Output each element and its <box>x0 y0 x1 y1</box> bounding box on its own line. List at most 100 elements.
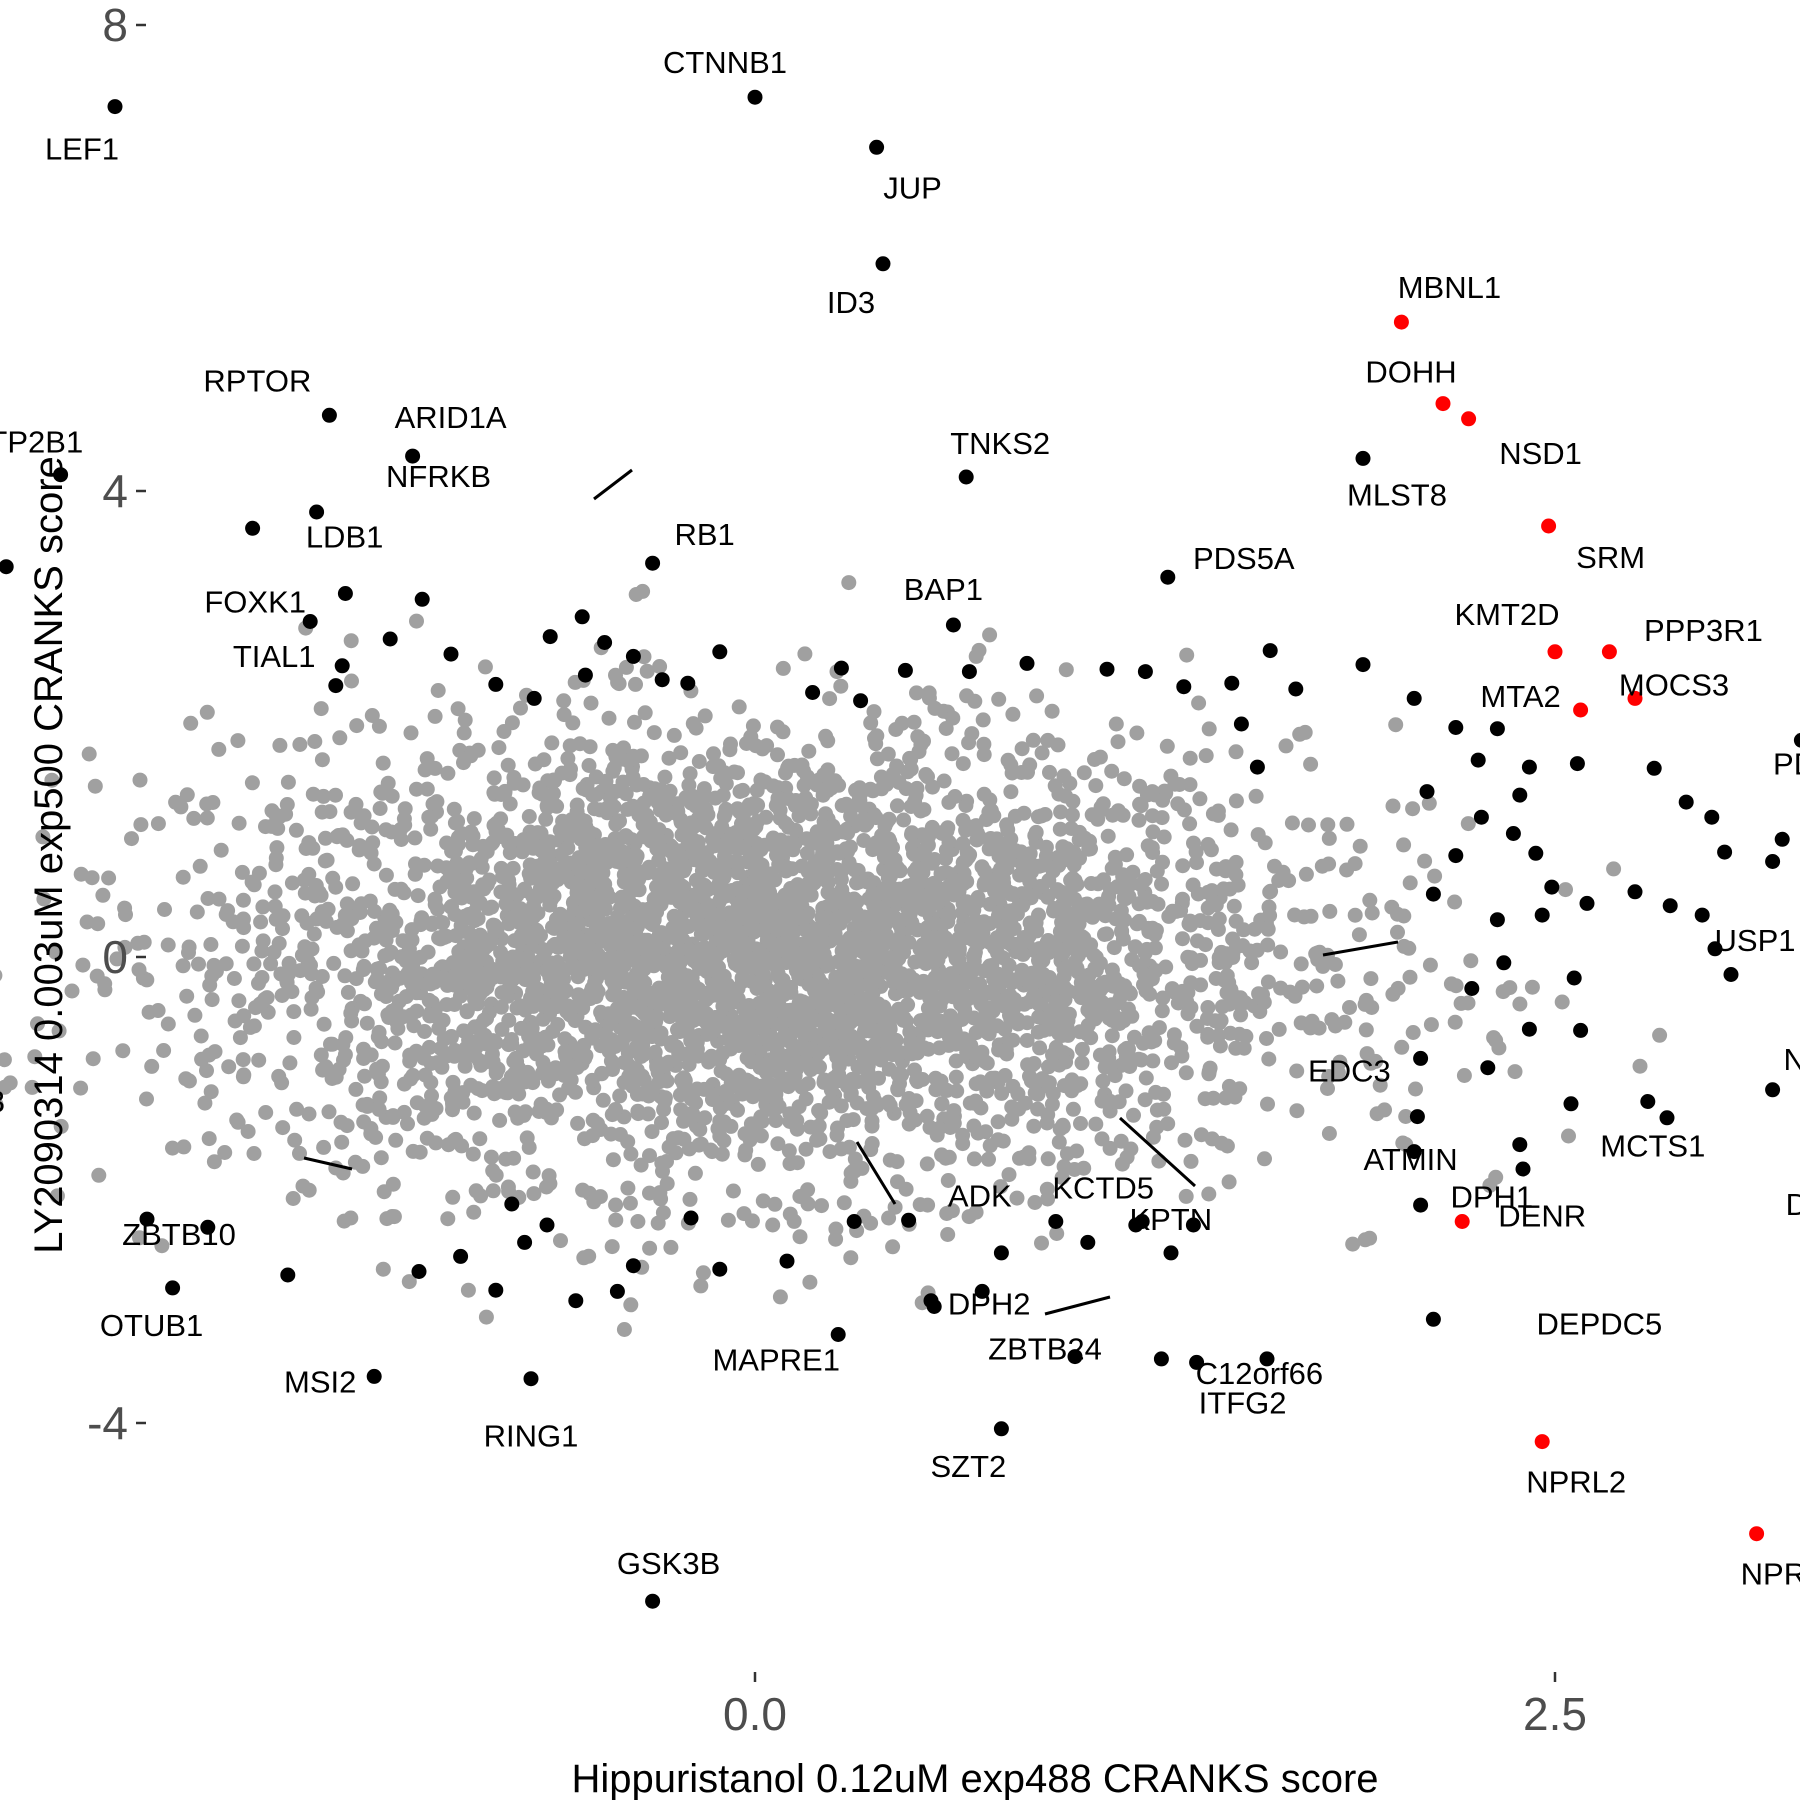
background-point <box>907 954 923 970</box>
background-point <box>183 715 199 731</box>
background-point <box>156 1043 172 1058</box>
gene-label-nsd1: NSD1 <box>1499 436 1582 471</box>
background-point <box>1063 821 1079 836</box>
background-point <box>160 937 176 953</box>
background-point <box>1000 752 1016 768</box>
background-point <box>714 819 730 834</box>
background-point <box>1213 944 1229 960</box>
background-point <box>912 984 928 1000</box>
background-point <box>717 765 732 781</box>
hit-point <box>625 648 641 664</box>
background-point <box>343 633 359 649</box>
hit-point <box>1473 809 1489 825</box>
background-point <box>562 949 578 964</box>
background-point <box>454 949 470 965</box>
background-point <box>934 1096 950 1112</box>
background-point <box>0 969 3 981</box>
background-point <box>546 959 562 975</box>
background-point <box>598 773 614 789</box>
background-point <box>258 1105 274 1120</box>
background-point <box>30 1016 45 1032</box>
background-point <box>443 899 459 915</box>
background-point <box>626 1060 642 1076</box>
background-point <box>634 980 650 996</box>
hit-point <box>833 660 849 676</box>
background-point <box>1155 792 1171 808</box>
background-point <box>492 1112 508 1128</box>
background-point <box>959 1044 975 1060</box>
background-point <box>318 830 333 846</box>
background-point <box>626 848 642 864</box>
background-point <box>961 1209 977 1225</box>
background-point <box>618 786 634 802</box>
background-point <box>693 1136 709 1152</box>
background-point <box>500 1179 516 1195</box>
background-point <box>631 871 647 887</box>
background-point <box>679 1106 694 1122</box>
background-point <box>1096 872 1112 888</box>
background-point <box>655 1205 671 1221</box>
hit-point <box>488 1282 504 1298</box>
background-point <box>637 705 653 721</box>
background-point <box>1155 990 1171 1006</box>
background-point <box>746 846 762 862</box>
background-point <box>919 1156 935 1172</box>
background-point <box>44 772 60 788</box>
background-point <box>1252 1004 1268 1020</box>
background-point <box>938 1150 954 1166</box>
background-point <box>1321 830 1337 846</box>
background-point <box>744 920 760 935</box>
background-point <box>688 872 704 888</box>
hit-point <box>1419 784 1435 800</box>
background-point <box>1301 817 1316 833</box>
background-point <box>477 659 493 675</box>
background-point <box>941 907 957 923</box>
background-point <box>1606 861 1622 877</box>
background-point <box>555 813 571 829</box>
background-point <box>181 939 197 955</box>
background-point <box>1116 771 1132 787</box>
background-point <box>828 1221 844 1237</box>
gene-label-szt2: SZT2 <box>931 1449 1007 1484</box>
hit-point <box>1288 681 1304 697</box>
background-point <box>203 937 219 952</box>
background-point <box>801 976 817 992</box>
gene-label-adk: ADK <box>948 1179 1012 1214</box>
background-point <box>750 797 766 813</box>
background-point <box>1156 829 1172 845</box>
background-point <box>474 1083 490 1099</box>
background-point <box>306 926 322 942</box>
background-point <box>770 780 786 796</box>
background-point <box>877 818 893 834</box>
background-point <box>841 1139 857 1155</box>
background-point <box>1236 922 1252 938</box>
background-point <box>1110 734 1126 750</box>
background-point <box>419 1130 435 1146</box>
labeled-point-adk <box>1048 1214 1064 1229</box>
background-point <box>620 919 636 935</box>
background-point <box>682 1191 698 1207</box>
background-point <box>1321 1069 1337 1084</box>
background-point <box>473 851 489 867</box>
background-point <box>246 956 262 972</box>
hit-point <box>779 1253 795 1269</box>
background-point <box>719 977 735 993</box>
background-point <box>501 980 517 996</box>
background-point <box>1292 726 1308 742</box>
background-point <box>840 825 856 841</box>
background-point <box>1204 883 1220 899</box>
background-point <box>1342 1000 1357 1015</box>
background-point <box>117 939 133 955</box>
background-point <box>1000 822 1016 838</box>
background-point <box>1337 1014 1353 1030</box>
background-point <box>584 1072 600 1088</box>
background-point <box>715 1045 731 1061</box>
background-point <box>530 889 546 905</box>
background-point <box>445 1098 461 1114</box>
background-point <box>754 857 770 873</box>
background-point <box>1045 1086 1061 1102</box>
background-point <box>863 1100 879 1116</box>
hit-point <box>712 644 728 660</box>
background-point <box>397 817 413 833</box>
background-point <box>509 1000 525 1016</box>
